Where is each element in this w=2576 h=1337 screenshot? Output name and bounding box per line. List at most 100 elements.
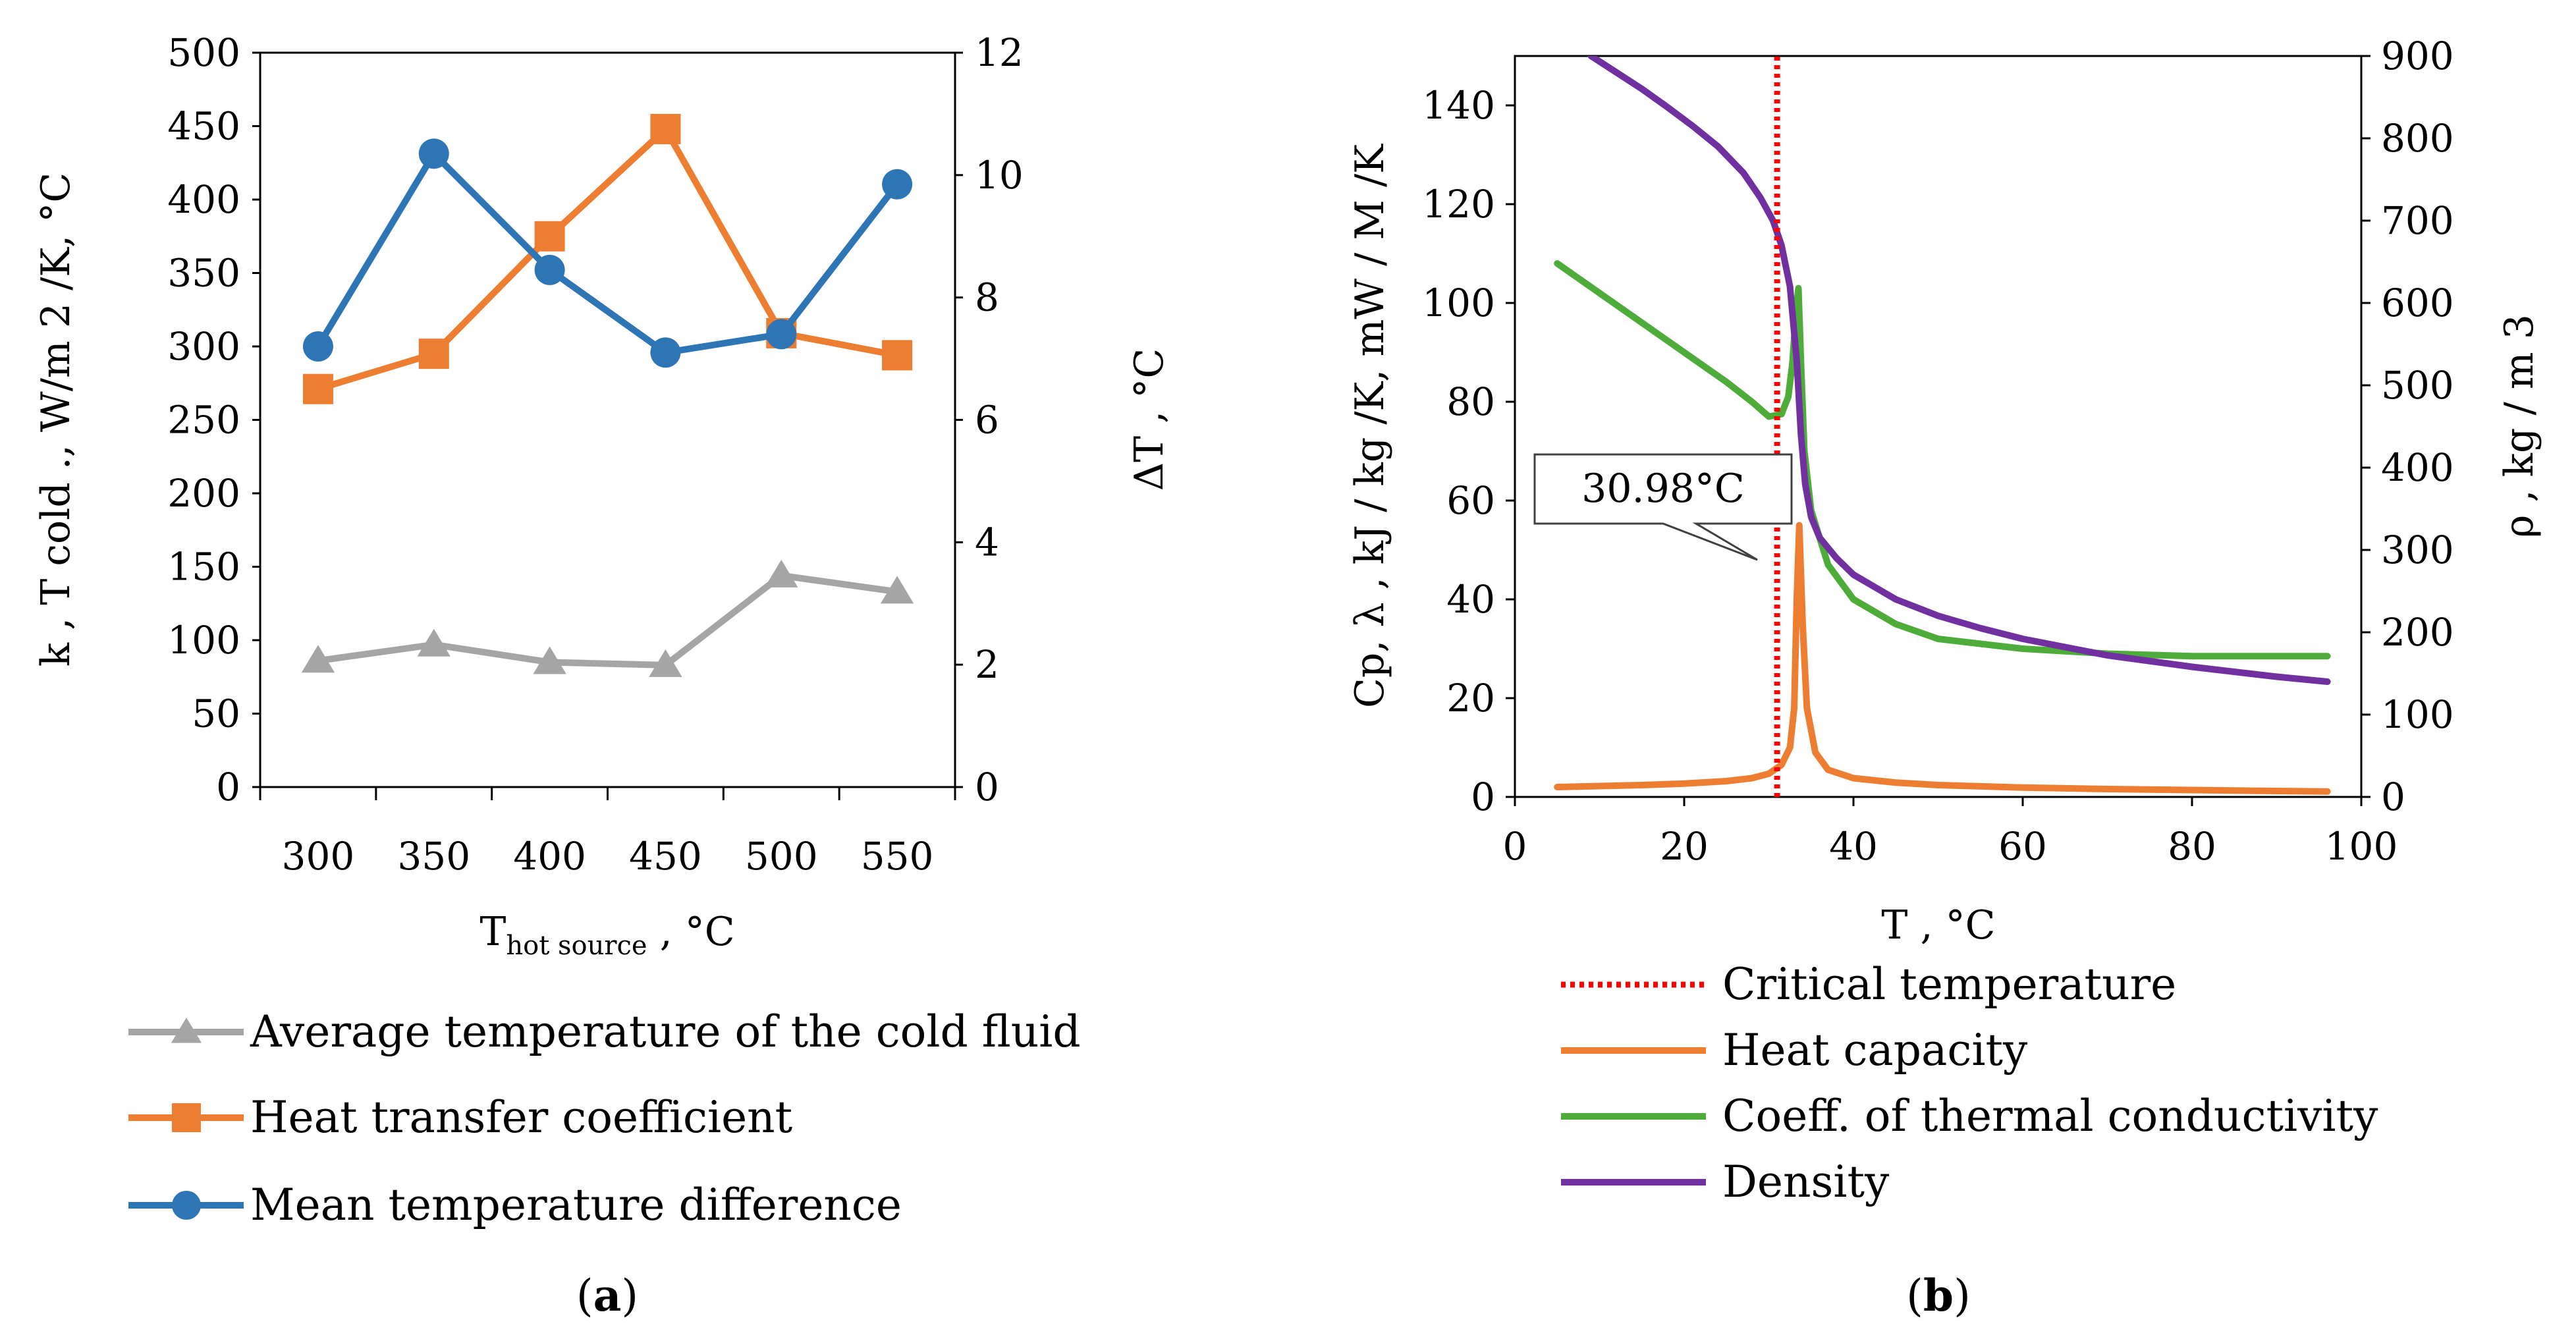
a-x-tick-label: 550 <box>861 834 934 879</box>
panel-b-y-right-label: ρ , kg / m 3 <box>2496 314 2542 538</box>
a-left-tick-label: 250 <box>167 398 240 443</box>
callout-text: 30.98°C <box>1581 466 1745 512</box>
panel-b-series <box>1554 56 2331 797</box>
panel-b-x-ticks: 0 20 40 60 80 100 <box>1503 797 2398 869</box>
panel-b-annotation-callout: 30.98°C <box>1533 453 1793 561</box>
a-series-line-0 <box>317 572 898 668</box>
a-right-tick-label: 6 <box>975 398 999 443</box>
a-series-0-point <box>533 646 566 674</box>
callout-box <box>1533 453 1793 561</box>
a-right-tick-label: 10 <box>975 153 1024 198</box>
a-series-1-point <box>418 339 449 369</box>
a-series-2-point <box>766 319 797 350</box>
a-legend-label: Mean temperature difference <box>250 1180 902 1230</box>
panel-b-y-left-label: Cp, λ , kJ / kg /K, mW / M /K <box>1347 144 1393 708</box>
a-left-tick-label: 450 <box>167 104 240 149</box>
b-legend-label: Critical temperature <box>1722 959 2176 1010</box>
b-x-tick-label: 0 <box>1503 824 1527 869</box>
a-left-tick-label: 150 <box>167 545 240 589</box>
b-left-tick-label: 20 <box>1446 676 1495 721</box>
panel-b-x-label: T , °C <box>1881 902 1995 948</box>
a-x-tick-label: 500 <box>745 834 818 879</box>
a-left-tick-label: 300 <box>167 324 240 369</box>
a-right-tick-label: 0 <box>975 765 999 809</box>
b-x-tick-label: 100 <box>2325 824 2398 869</box>
a-legend-label: Heat transfer coefficient <box>250 1092 792 1143</box>
b-series-line-3 <box>1587 56 2331 685</box>
b-x-tick-label: 20 <box>1660 824 1709 869</box>
b-left-tick-label: 80 <box>1446 379 1495 424</box>
a-left-tick-label: 100 <box>167 618 240 663</box>
panel-b-plot-area <box>1514 55 2363 798</box>
panel-a-plot-area <box>259 51 956 788</box>
a-series-0-point <box>765 559 798 587</box>
panel-b-right-ticks: 0 100 200 300 400 500 600 700 800 900 <box>2361 34 2454 819</box>
a-series-2-point <box>882 169 913 200</box>
b-right-tick-label: 600 <box>2381 281 2454 325</box>
a-series-2-point <box>418 138 449 169</box>
b-right-tick-label: 900 <box>2381 34 2454 78</box>
b-left-tick-label: 140 <box>1422 83 1495 128</box>
a-series-line-1 <box>317 125 898 393</box>
panel-a-y-right-label: ΔT , °C <box>1126 348 1172 491</box>
b-right-tick-label: 0 <box>2381 775 2405 819</box>
b-left-tick-label: 0 <box>1471 775 1495 819</box>
a-right-tick-label: 2 <box>975 642 999 687</box>
b-x-tick-label: 80 <box>2168 824 2216 869</box>
b-right-tick-label: 300 <box>2381 528 2454 572</box>
panel-a-x-ticks: 300 350 400 450 500 550 <box>259 787 956 879</box>
a-series-0-point <box>880 576 914 604</box>
panel-a-left-ticks: 0 50 100 150 200 250 300 350 400 450 500 <box>167 30 260 809</box>
a-left-tick-label: 200 <box>167 471 240 516</box>
b-left-tick-label: 40 <box>1446 577 1495 622</box>
b-x-tick-label: 60 <box>1998 824 2047 869</box>
a-legend-marker <box>172 1191 201 1220</box>
a-left-tick-label: 400 <box>167 177 240 222</box>
a-x-tick-label: 450 <box>629 834 702 879</box>
panel-a-caption: (a) <box>576 1270 638 1321</box>
panel-a-y-left-label: k , T cold ., W/m 2 /K, °C <box>33 173 79 667</box>
a-x-tick-label: 400 <box>513 834 586 879</box>
b-left-tick-label: 60 <box>1446 478 1495 523</box>
panel-b-legend: Critical temperature Heat capacity Coeff. … <box>1561 959 2378 1207</box>
a-series-line-2 <box>315 150 900 356</box>
b-right-tick-label: 200 <box>2381 610 2454 655</box>
panel-b-caption: (b) <box>1906 1270 1971 1321</box>
panel-a-x-label: Thot source , °C <box>480 909 734 961</box>
b-series-line-2 <box>1554 260 2331 660</box>
a-series-2-point <box>534 254 565 285</box>
a-series-2-point <box>650 337 681 368</box>
a-left-tick-label: 500 <box>167 30 240 75</box>
a-series-0-point <box>417 628 451 657</box>
b-series-line-1 <box>1554 522 2331 795</box>
b-right-tick-label: 800 <box>2381 116 2454 161</box>
a-legend-marker <box>171 1018 202 1043</box>
a-legend-marker <box>172 1103 201 1132</box>
a-series-0-point <box>301 645 335 673</box>
a-left-tick-label: 50 <box>192 692 240 736</box>
a-series-1-point <box>534 221 565 252</box>
b-legend-label: Coeff. of thermal conductivity <box>1722 1091 2378 1141</box>
b-right-tick-label: 100 <box>2381 692 2454 737</box>
a-legend-label: Average temperature of the cold fluid <box>250 1006 1081 1057</box>
a-x-tick-label: 350 <box>397 834 470 879</box>
a-series-2-point <box>302 331 333 362</box>
a-right-tick-label: 8 <box>975 275 999 320</box>
a-series-0-point <box>649 649 682 677</box>
a-series-1-point <box>882 340 913 371</box>
panel-a: 0 50 100 150 200 250 300 350 400 450 500 0 2 4 6 8 10 12… <box>33 30 1172 1321</box>
a-series-1-point <box>302 373 333 404</box>
a-right-tick-label: 4 <box>975 520 999 564</box>
a-series-1-point <box>650 113 681 144</box>
a-x-tick-label: 300 <box>282 834 355 879</box>
b-legend-label: Heat capacity <box>1722 1025 2028 1076</box>
a-left-tick-label: 350 <box>167 251 240 296</box>
b-left-tick-label: 100 <box>1422 281 1495 325</box>
b-right-tick-label: 400 <box>2381 445 2454 490</box>
b-left-tick-label: 120 <box>1422 182 1495 227</box>
a-right-tick-label: 12 <box>975 30 1024 75</box>
b-right-tick-label: 700 <box>2381 198 2454 243</box>
panel-a-right-ticks: 0 2 4 6 8 10 12 <box>955 30 1024 809</box>
